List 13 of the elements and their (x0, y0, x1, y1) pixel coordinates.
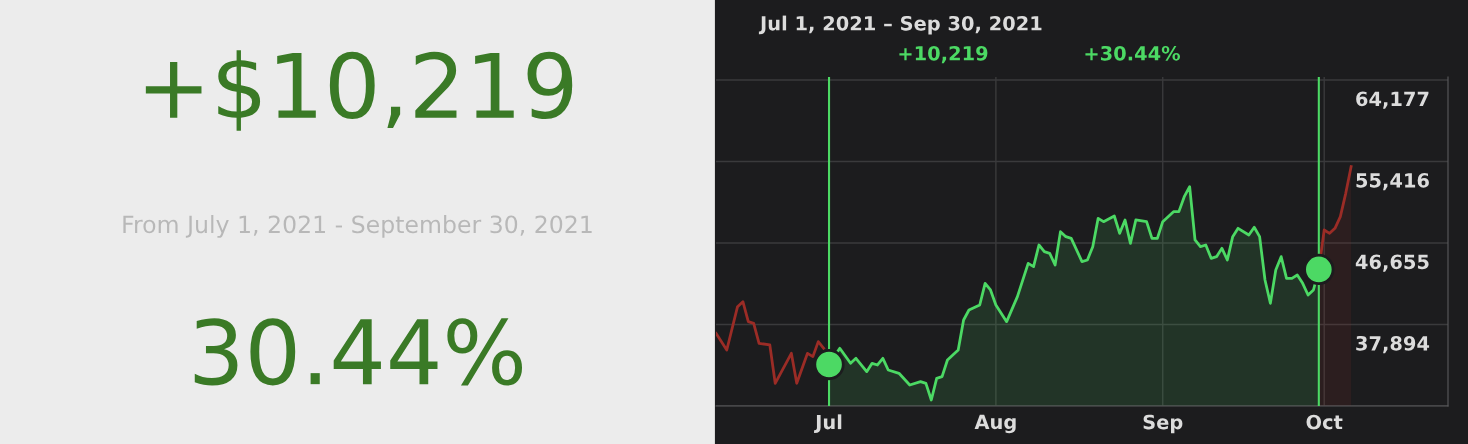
y-tick-label: 46,655 (1355, 254, 1429, 272)
text: +30.44% (1085, 45, 1181, 61)
y-tick-label: 37,894 (1356, 335, 1430, 354)
x-tick-label: Oct (1306, 414, 1343, 430)
text: +10,219 (899, 45, 988, 64)
x-tick-label: Jul (814, 414, 842, 433)
text: 30.44% (194, 318, 523, 386)
x-tick-label: Sep (1143, 414, 1183, 434)
x-tick-label: Aug (974, 414, 1016, 434)
y-tick-label: 55,416 (1356, 172, 1429, 191)
y-tick-label: 64,177 (1356, 91, 1429, 109)
text: +$10,219 (145, 50, 573, 131)
chart-title: Jul 1, 2021 – Sep 30, 2021 (758, 15, 1042, 35)
